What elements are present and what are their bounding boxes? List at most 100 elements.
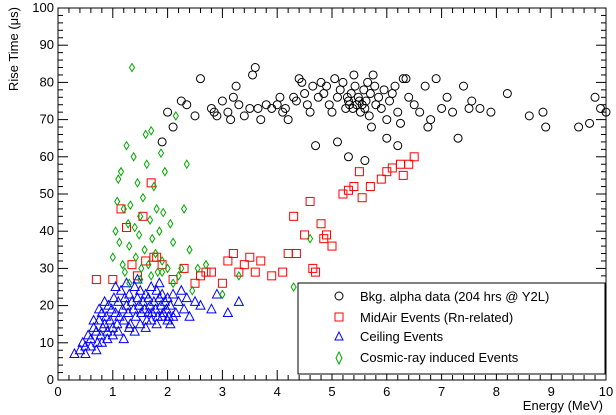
y-tick-label: 60 bbox=[40, 149, 54, 164]
ceiling-point bbox=[129, 325, 141, 336]
cosmic-point bbox=[154, 267, 161, 278]
bkg-alpha-point bbox=[353, 92, 363, 102]
midair-point bbox=[122, 222, 131, 232]
y-tick-label: 70 bbox=[40, 112, 54, 127]
ceiling-point bbox=[133, 299, 145, 310]
bkg-alpha-point bbox=[327, 107, 337, 117]
cosmic-point bbox=[161, 166, 168, 177]
y-tick-label: 50 bbox=[40, 186, 54, 201]
ceiling-point bbox=[106, 303, 118, 314]
legend-triangle-icon bbox=[334, 330, 344, 341]
midair-point bbox=[289, 211, 299, 221]
bkg-alpha-point bbox=[168, 122, 178, 132]
x-tick-label: 0 bbox=[54, 384, 61, 399]
y-tick-label: 40 bbox=[40, 223, 54, 238]
ceiling-point bbox=[151, 318, 162, 329]
legend-diamond-icon bbox=[335, 350, 343, 366]
ceiling-point bbox=[96, 336, 108, 347]
cosmic-point bbox=[169, 278, 177, 289]
ceiling-point bbox=[184, 310, 195, 321]
legend-square-icon bbox=[334, 312, 344, 322]
ceiling-point bbox=[161, 303, 172, 314]
y-tick-label: 20 bbox=[40, 298, 54, 313]
ceiling-point bbox=[132, 292, 143, 303]
y-tick-label: 100 bbox=[32, 0, 54, 15]
midair-point bbox=[365, 182, 375, 192]
bkg-alpha-point bbox=[475, 103, 485, 113]
ceiling-point bbox=[157, 306, 169, 318]
midair-point bbox=[245, 252, 255, 262]
cosmic-point bbox=[130, 151, 137, 162]
legend-entry-midair: MidAir Events (Rn-related) bbox=[334, 310, 513, 325]
bkg-alpha-point bbox=[370, 81, 380, 91]
midair-point bbox=[278, 267, 288, 277]
bkg-alpha-point bbox=[163, 107, 173, 117]
ceiling-point bbox=[85, 340, 97, 351]
bkg-alpha-point bbox=[250, 63, 260, 73]
ceiling-point bbox=[123, 321, 135, 332]
ceiling-point bbox=[101, 333, 113, 344]
ceiling-point bbox=[134, 318, 146, 329]
cosmic-point bbox=[114, 196, 121, 207]
bkg-alpha-point bbox=[401, 74, 411, 84]
ceiling-point bbox=[80, 347, 91, 358]
bkg-alpha-point bbox=[275, 92, 285, 102]
midair-point bbox=[190, 278, 200, 288]
midair-point bbox=[256, 256, 266, 266]
bkg-alpha-point bbox=[360, 156, 370, 166]
cosmic-point bbox=[127, 200, 134, 211]
bkg-alpha-point bbox=[453, 133, 463, 143]
midair-point bbox=[322, 230, 332, 240]
bkg-alpha-point bbox=[157, 137, 167, 147]
ceiling-point bbox=[115, 284, 127, 295]
cosmic-point bbox=[167, 218, 174, 229]
y-tick-label: 90 bbox=[40, 37, 54, 52]
ceiling-point bbox=[222, 306, 234, 318]
bkg-alpha-point bbox=[311, 141, 321, 151]
bkg-alpha-point bbox=[448, 107, 458, 117]
midair-point bbox=[267, 271, 277, 281]
ceiling-point bbox=[159, 295, 171, 306]
bkg-alpha-point bbox=[404, 92, 414, 102]
ceiling-point bbox=[150, 303, 161, 314]
cosmic-point bbox=[186, 244, 193, 255]
x-tick-label: 1 bbox=[109, 384, 116, 399]
bkg-alpha-point bbox=[366, 122, 376, 132]
ceiling-point bbox=[233, 295, 245, 306]
midair-point bbox=[127, 260, 137, 270]
bkg-alpha-point bbox=[346, 89, 356, 99]
cosmic-point bbox=[134, 177, 141, 188]
bkg-alpha-point bbox=[300, 89, 310, 99]
cosmic-point bbox=[183, 159, 190, 170]
legend-entry-bkg-alpha: Bkg. alpha data (204 hrs @ Y2L) bbox=[334, 289, 549, 304]
bkg-alpha-point bbox=[195, 74, 205, 84]
ceiling-point bbox=[103, 299, 114, 310]
ceiling-point bbox=[99, 318, 110, 329]
ceiling-point bbox=[123, 288, 135, 299]
midair-point bbox=[239, 260, 249, 270]
ceiling-point bbox=[148, 295, 160, 306]
bkg-alpha-point bbox=[409, 100, 419, 110]
ceiling-point bbox=[144, 299, 156, 310]
legend-label-cosmic: Cosmic-ray induced Events bbox=[360, 350, 519, 365]
midair-point bbox=[349, 182, 359, 192]
cosmic-point bbox=[119, 259, 126, 270]
ceiling-point bbox=[100, 310, 112, 321]
x-tick-label: 8 bbox=[493, 384, 500, 399]
bkg-alpha-point bbox=[182, 100, 192, 110]
cosmic-point bbox=[164, 263, 171, 274]
bkg-alpha-point bbox=[349, 70, 359, 80]
bkg-alpha-point bbox=[368, 70, 378, 80]
ceiling-point bbox=[129, 280, 141, 291]
ceiling-point bbox=[110, 280, 121, 291]
ceiling-point bbox=[151, 284, 162, 295]
bkg-alpha-point bbox=[361, 96, 371, 106]
ceiling-point bbox=[155, 299, 167, 310]
bkg-alpha-point bbox=[390, 81, 400, 91]
bkg-alpha-point bbox=[231, 81, 241, 91]
ceiling-point bbox=[122, 306, 134, 318]
ceiling-point bbox=[69, 347, 80, 358]
midair-point bbox=[354, 167, 364, 177]
cosmic-point bbox=[126, 278, 133, 289]
cosmic-point bbox=[235, 270, 242, 281]
